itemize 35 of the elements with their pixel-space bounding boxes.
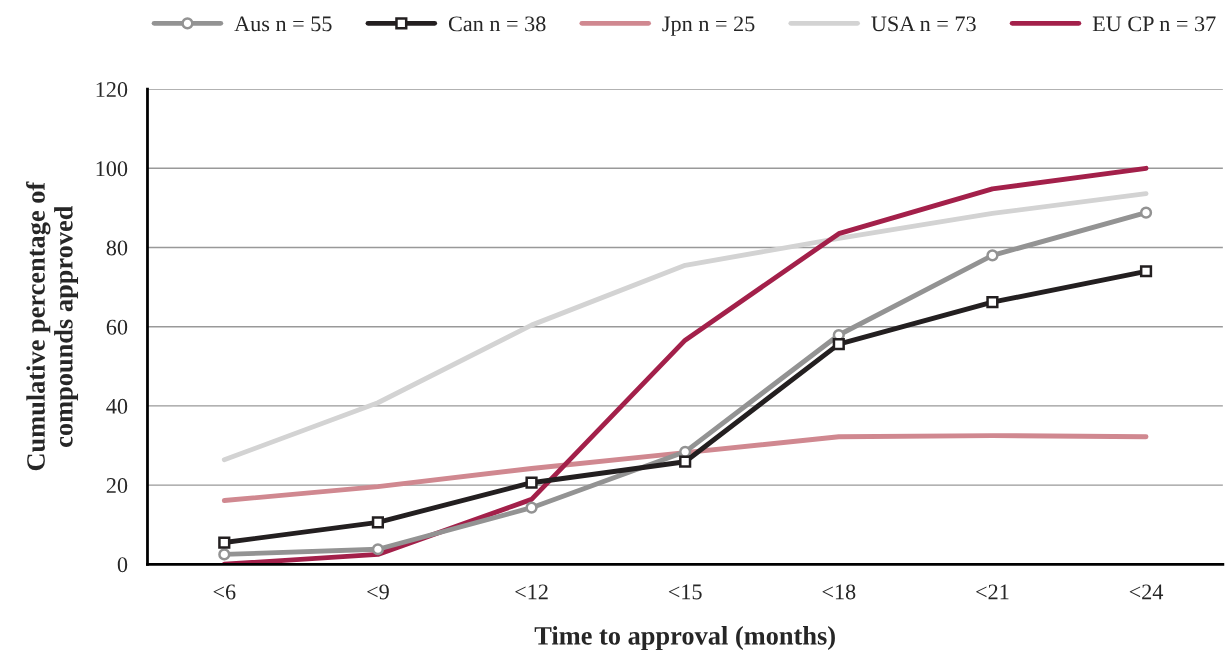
y-axis-title: Cumulative percentage of compounds approved bbox=[26, 181, 79, 471]
line-series bbox=[221, 191, 1149, 463]
y-tick-label: 0 bbox=[117, 557, 128, 573]
point bbox=[1139, 206, 1153, 219]
x-axis-title: Time to approval (months) bbox=[534, 626, 835, 651]
y-tick-label: 40 bbox=[106, 398, 128, 414]
line-series bbox=[221, 433, 1149, 503]
legend-label: Jpn n = 25 bbox=[662, 16, 755, 36]
x-tick-label: <24 bbox=[1129, 584, 1164, 600]
y-tick-label: 60 bbox=[106, 319, 128, 335]
y-tick-label: 120 bbox=[96, 82, 128, 98]
point bbox=[986, 296, 999, 309]
point bbox=[679, 455, 692, 468]
point bbox=[371, 543, 385, 556]
legend-label: Can n = 38 bbox=[448, 16, 546, 32]
legend-label: Aus n = 55 bbox=[234, 16, 332, 32]
x-tick-label: <6 bbox=[213, 584, 236, 600]
y-tick-label: 20 bbox=[106, 478, 128, 494]
x-tick-label: <15 bbox=[668, 584, 702, 600]
x-tick-label: <18 bbox=[822, 584, 856, 600]
x-tick-label: <21 bbox=[976, 584, 1009, 600]
point bbox=[371, 516, 385, 529]
point bbox=[218, 548, 231, 561]
y-tick-label: 100 bbox=[96, 161, 128, 177]
x-tick-label: <12 bbox=[515, 584, 548, 600]
point bbox=[218, 536, 231, 549]
point bbox=[525, 501, 538, 514]
point bbox=[1139, 265, 1153, 278]
point bbox=[986, 249, 999, 262]
point bbox=[832, 338, 845, 351]
legend-label: EU CP n = 37 bbox=[1092, 16, 1216, 32]
y-tick-label: 80 bbox=[106, 240, 128, 256]
legend-label: USA n = 73 bbox=[871, 16, 976, 32]
point bbox=[525, 476, 538, 489]
x-tick-label: <9 bbox=[367, 584, 389, 600]
